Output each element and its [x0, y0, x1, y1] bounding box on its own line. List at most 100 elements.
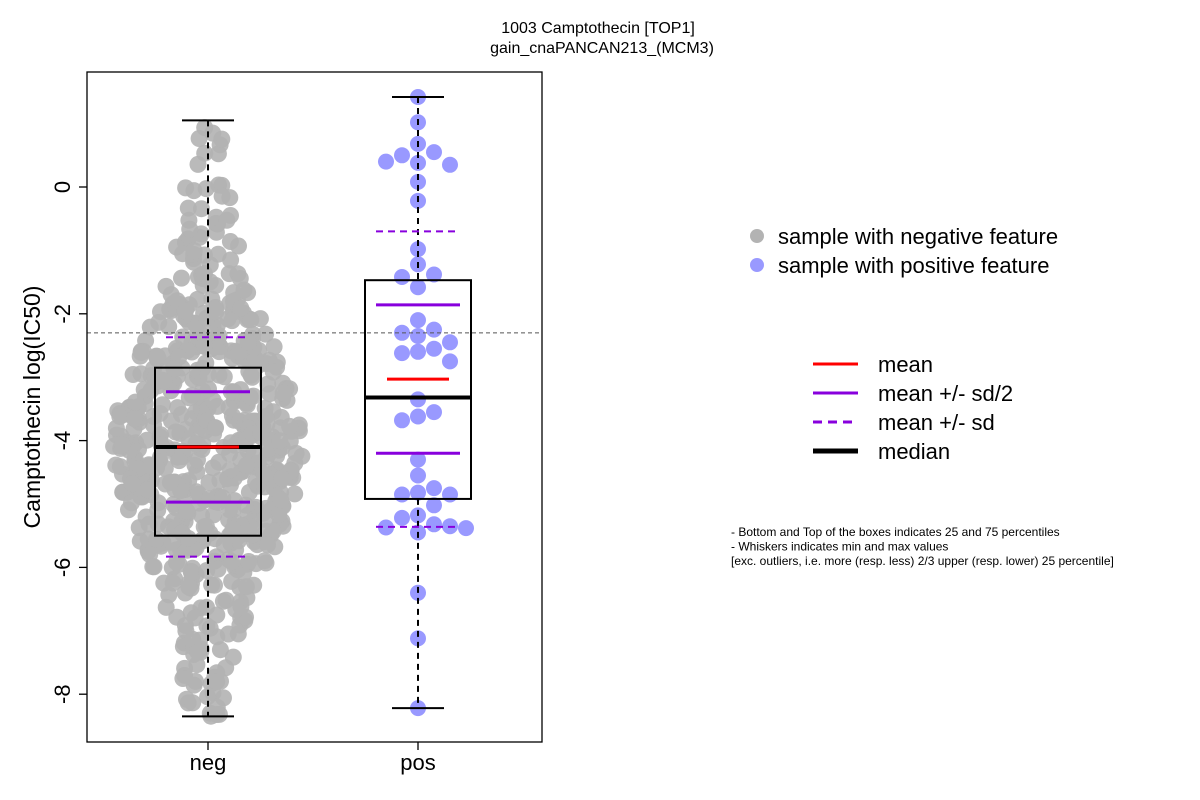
neg-point	[209, 560, 227, 578]
pos-point	[426, 144, 442, 161]
neg-point	[207, 419, 224, 437]
neg-point	[208, 698, 226, 716]
neg-point	[183, 386, 201, 404]
y-axis: 0 -2 -4 -6 -8	[50, 181, 87, 704]
neg-point	[200, 380, 217, 398]
neg-point	[107, 456, 125, 474]
legend-line-label: mean +/- sd	[878, 410, 995, 435]
pos-point	[394, 412, 410, 429]
neg-point	[174, 670, 192, 687]
neg-point	[224, 520, 242, 538]
neg-point	[180, 578, 198, 596]
neg-point	[235, 281, 253, 299]
neg-point	[178, 502, 196, 520]
neg-point	[165, 360, 183, 378]
neg-point	[215, 368, 233, 386]
neg-point	[163, 533, 181, 551]
neg-point	[196, 144, 214, 162]
neg-point	[185, 242, 203, 260]
iqr-box	[154, 366, 262, 537]
pos-point	[410, 343, 426, 360]
neg-point	[190, 130, 208, 147]
pos-point	[410, 279, 426, 296]
neg-point	[145, 407, 163, 425]
pos-point	[426, 321, 442, 338]
neg-point	[237, 496, 254, 514]
neg-point	[206, 300, 224, 318]
neg-point	[286, 485, 304, 503]
neg-point	[257, 325, 275, 343]
iqr-box	[364, 279, 472, 500]
pos-point	[410, 241, 426, 258]
pos-point	[394, 509, 410, 526]
neg-point	[264, 363, 282, 381]
legend-points: sample with negative feature sample with …	[750, 224, 1058, 278]
x-tick-label: pos	[400, 750, 435, 775]
pos-point	[410, 154, 426, 171]
pos-point	[394, 269, 410, 285]
neg-point	[173, 269, 190, 287]
pos-point	[394, 147, 410, 164]
neg-point	[232, 299, 250, 317]
neg-point	[213, 187, 231, 205]
neg-point	[270, 506, 288, 523]
pos-point	[410, 630, 426, 647]
neg-point	[157, 277, 175, 295]
y-tick-label: -8	[50, 684, 75, 704]
neg-point	[132, 343, 150, 361]
neg-point	[201, 273, 219, 291]
neg-point	[208, 606, 226, 624]
neg-point	[197, 180, 215, 198]
neg-point	[176, 302, 194, 320]
neg-point	[126, 410, 144, 428]
neg-point	[164, 574, 182, 592]
pos-point	[378, 153, 394, 170]
legend-lines: mean mean +/- sd/2 mean +/- sd median	[813, 352, 1013, 464]
neg-point	[111, 408, 129, 425]
pos-point	[442, 334, 458, 351]
neg-point	[152, 303, 169, 321]
legend-point-label: sample with positive feature	[778, 253, 1049, 278]
neg-point	[272, 491, 290, 509]
neg-point	[198, 617, 216, 635]
neg-point	[141, 318, 159, 336]
pos-point	[410, 451, 426, 468]
neg-point	[240, 553, 258, 570]
plot-frame	[86, 71, 543, 743]
neg-point	[259, 536, 276, 554]
neg-point	[192, 200, 210, 218]
note-line: - Bottom and Top of the boxes indicates …	[731, 525, 1060, 539]
pos-point	[410, 173, 426, 190]
neg-point	[161, 473, 179, 491]
neg-point	[148, 347, 166, 365]
pos-point	[378, 519, 394, 536]
neg-point	[204, 124, 222, 142]
pos-point	[426, 516, 442, 533]
neg-point	[242, 366, 260, 384]
legend-point-marker	[750, 258, 764, 272]
neg-point	[155, 372, 173, 390]
notes: - Bottom and Top of the boxes indicates …	[731, 525, 1114, 568]
neg-point	[208, 673, 226, 691]
neg-point	[215, 536, 233, 554]
neg-point	[237, 456, 255, 474]
neg-point	[139, 481, 156, 499]
neg-point	[169, 399, 186, 417]
neg-point	[256, 552, 274, 570]
neg-point	[223, 312, 241, 330]
neg-point	[255, 465, 273, 483]
neg-point	[177, 179, 195, 197]
pos-point	[394, 486, 410, 503]
pos-point	[410, 484, 426, 501]
neg-point	[265, 338, 283, 356]
legend-point-marker	[750, 229, 764, 243]
pos-point	[426, 497, 442, 514]
y-tick-label: -6	[50, 558, 75, 578]
neg-point	[187, 435, 205, 453]
neg-point	[214, 592, 232, 610]
note-line: - Whiskers indicates min and max values	[731, 540, 948, 554]
note-line: [exc. outliers, i.e. more (resp. less) 2…	[731, 554, 1114, 568]
neg-point	[167, 423, 185, 441]
neg-point	[184, 694, 202, 712]
pos-point	[426, 404, 442, 421]
